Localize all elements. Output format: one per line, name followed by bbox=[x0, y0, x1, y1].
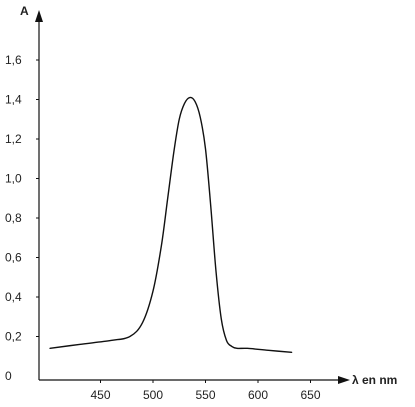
y-axis-title: A bbox=[20, 4, 29, 18]
x-tick-label: 600 bbox=[248, 388, 268, 402]
x-axis: λ en nm 450 500 550 600 650 bbox=[39, 373, 397, 402]
y-axis-arrow-icon bbox=[35, 10, 43, 22]
x-tick-label: 500 bbox=[143, 388, 163, 402]
y-tick-label: 0 bbox=[5, 369, 12, 383]
plot-area bbox=[49, 96, 293, 353]
y-axis: A 0 0,2 0,4 0,6 0,8 1,0 1,2 1,4 1,6 bbox=[5, 4, 43, 383]
y-ticks: 0 0,2 0,4 0,6 0,8 1,0 1,2 1,4 1,6 bbox=[5, 53, 39, 383]
x-ticks: 450 500 550 600 650 bbox=[90, 380, 321, 402]
y-tick-label: 1,2 bbox=[5, 132, 22, 146]
x-tick-label: 550 bbox=[195, 388, 215, 402]
absorbance-curve bbox=[49, 96, 293, 353]
x-axis-title: λ en nm bbox=[352, 373, 397, 387]
y-tick-label: 0,2 bbox=[5, 330, 22, 344]
y-tick-label: 0,4 bbox=[5, 290, 22, 304]
x-tick-label: 450 bbox=[90, 388, 110, 402]
y-tick-label: 1,0 bbox=[5, 172, 22, 186]
y-tick-label: 0,6 bbox=[5, 251, 22, 265]
y-tick-label: 1,6 bbox=[5, 53, 22, 67]
x-tick-label: 650 bbox=[300, 388, 320, 402]
x-axis-arrow-icon bbox=[338, 376, 350, 384]
y-tick-label: 1,4 bbox=[5, 93, 22, 107]
y-tick-label: 0,8 bbox=[5, 211, 22, 225]
